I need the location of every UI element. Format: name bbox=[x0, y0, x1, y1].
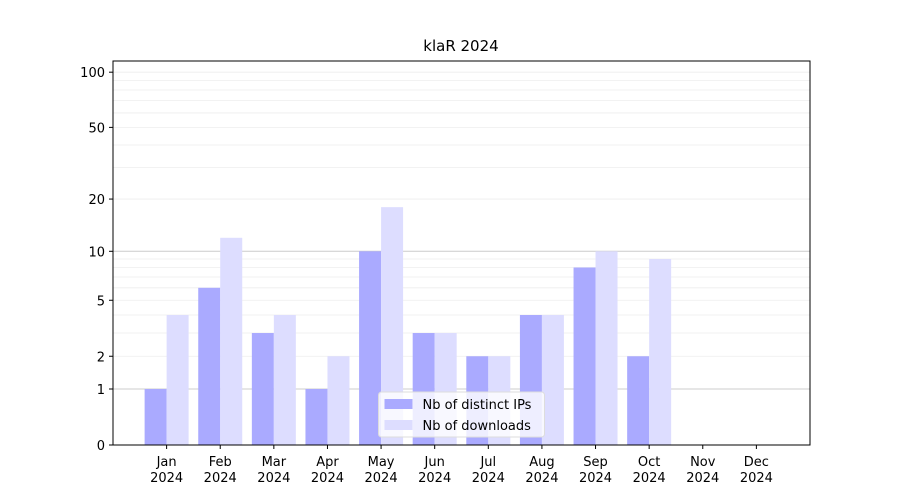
bar bbox=[327, 356, 350, 445]
y-tick-label: 100 bbox=[80, 66, 105, 81]
bar bbox=[649, 258, 672, 445]
x-tick-label: Mar 2024 bbox=[257, 455, 290, 486]
plot-frame bbox=[112, 60, 811, 446]
bar bbox=[251, 333, 274, 445]
x-tick-label: Sep 2024 bbox=[579, 455, 612, 486]
x-tick-label: Jun 2024 bbox=[418, 455, 451, 486]
bar bbox=[595, 251, 618, 445]
y-tick-label: 1 bbox=[97, 383, 105, 398]
legend-label: Nb of downloads bbox=[423, 419, 532, 434]
x-tick-label: May 2024 bbox=[365, 455, 398, 486]
x-tick-label: Feb 2024 bbox=[204, 455, 237, 486]
x-tick-label: Nov 2024 bbox=[686, 455, 719, 486]
y-tick-label: 0 bbox=[97, 439, 105, 454]
bar bbox=[273, 314, 296, 445]
y-tick-label: 10 bbox=[88, 245, 105, 260]
bar bbox=[627, 356, 650, 445]
x-tick-label: Apr 2024 bbox=[311, 455, 344, 486]
x-tick-label: Jan 2024 bbox=[150, 455, 183, 486]
legend-box bbox=[378, 391, 545, 438]
legend-swatch bbox=[384, 399, 413, 409]
bar bbox=[220, 237, 243, 445]
x-tick-label: Dec 2024 bbox=[740, 455, 773, 486]
bar bbox=[166, 314, 189, 445]
y-tick-label: 50 bbox=[88, 121, 105, 136]
legend-swatch bbox=[384, 420, 413, 430]
bar bbox=[305, 389, 328, 445]
bar bbox=[381, 207, 404, 445]
chart-title: klaR 2024 bbox=[423, 37, 498, 55]
legend-label: Nb of distinct IPs bbox=[423, 398, 532, 413]
bar bbox=[144, 389, 167, 445]
y-tick-label: 5 bbox=[97, 294, 105, 309]
x-tick-label: Jul 2024 bbox=[472, 455, 505, 486]
y-tick-label: 20 bbox=[88, 193, 105, 208]
bar bbox=[198, 287, 221, 445]
bar bbox=[541, 314, 564, 445]
bar bbox=[573, 267, 596, 445]
x-tick-label: Oct 2024 bbox=[633, 455, 666, 486]
x-tick-label: Aug 2024 bbox=[525, 455, 558, 486]
legend: Nb of distinct IPs Nb of downloads bbox=[378, 391, 545, 438]
y-tick-label: 2 bbox=[97, 350, 105, 365]
bar bbox=[359, 251, 382, 445]
